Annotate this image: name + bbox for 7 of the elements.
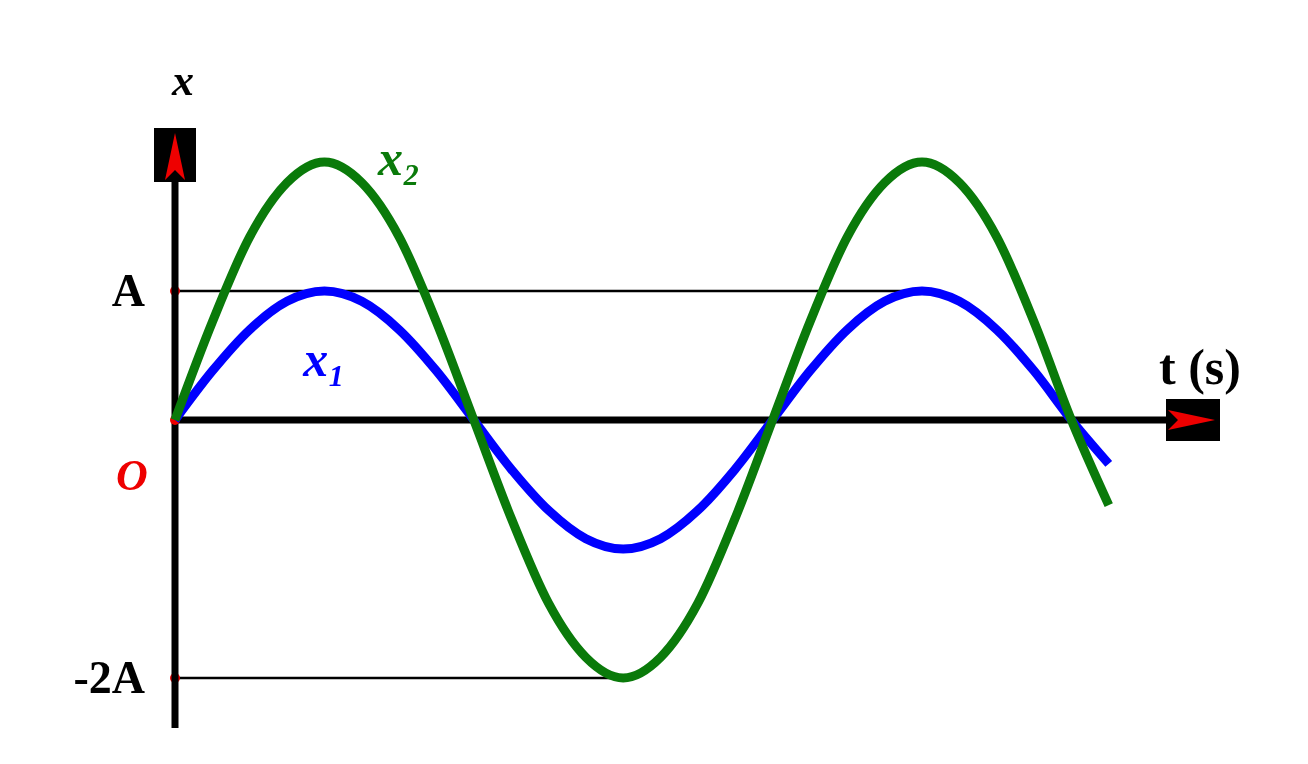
ref-line-label: A (111, 265, 145, 316)
text: O (116, 451, 148, 500)
series-label: x₂ (376, 129, 421, 186)
y-axis-title: x (171, 56, 194, 105)
ref-line-label: -2A (73, 652, 145, 703)
series-label: x₁ (302, 331, 346, 388)
x-axis-title: t (s) (1159, 339, 1241, 395)
